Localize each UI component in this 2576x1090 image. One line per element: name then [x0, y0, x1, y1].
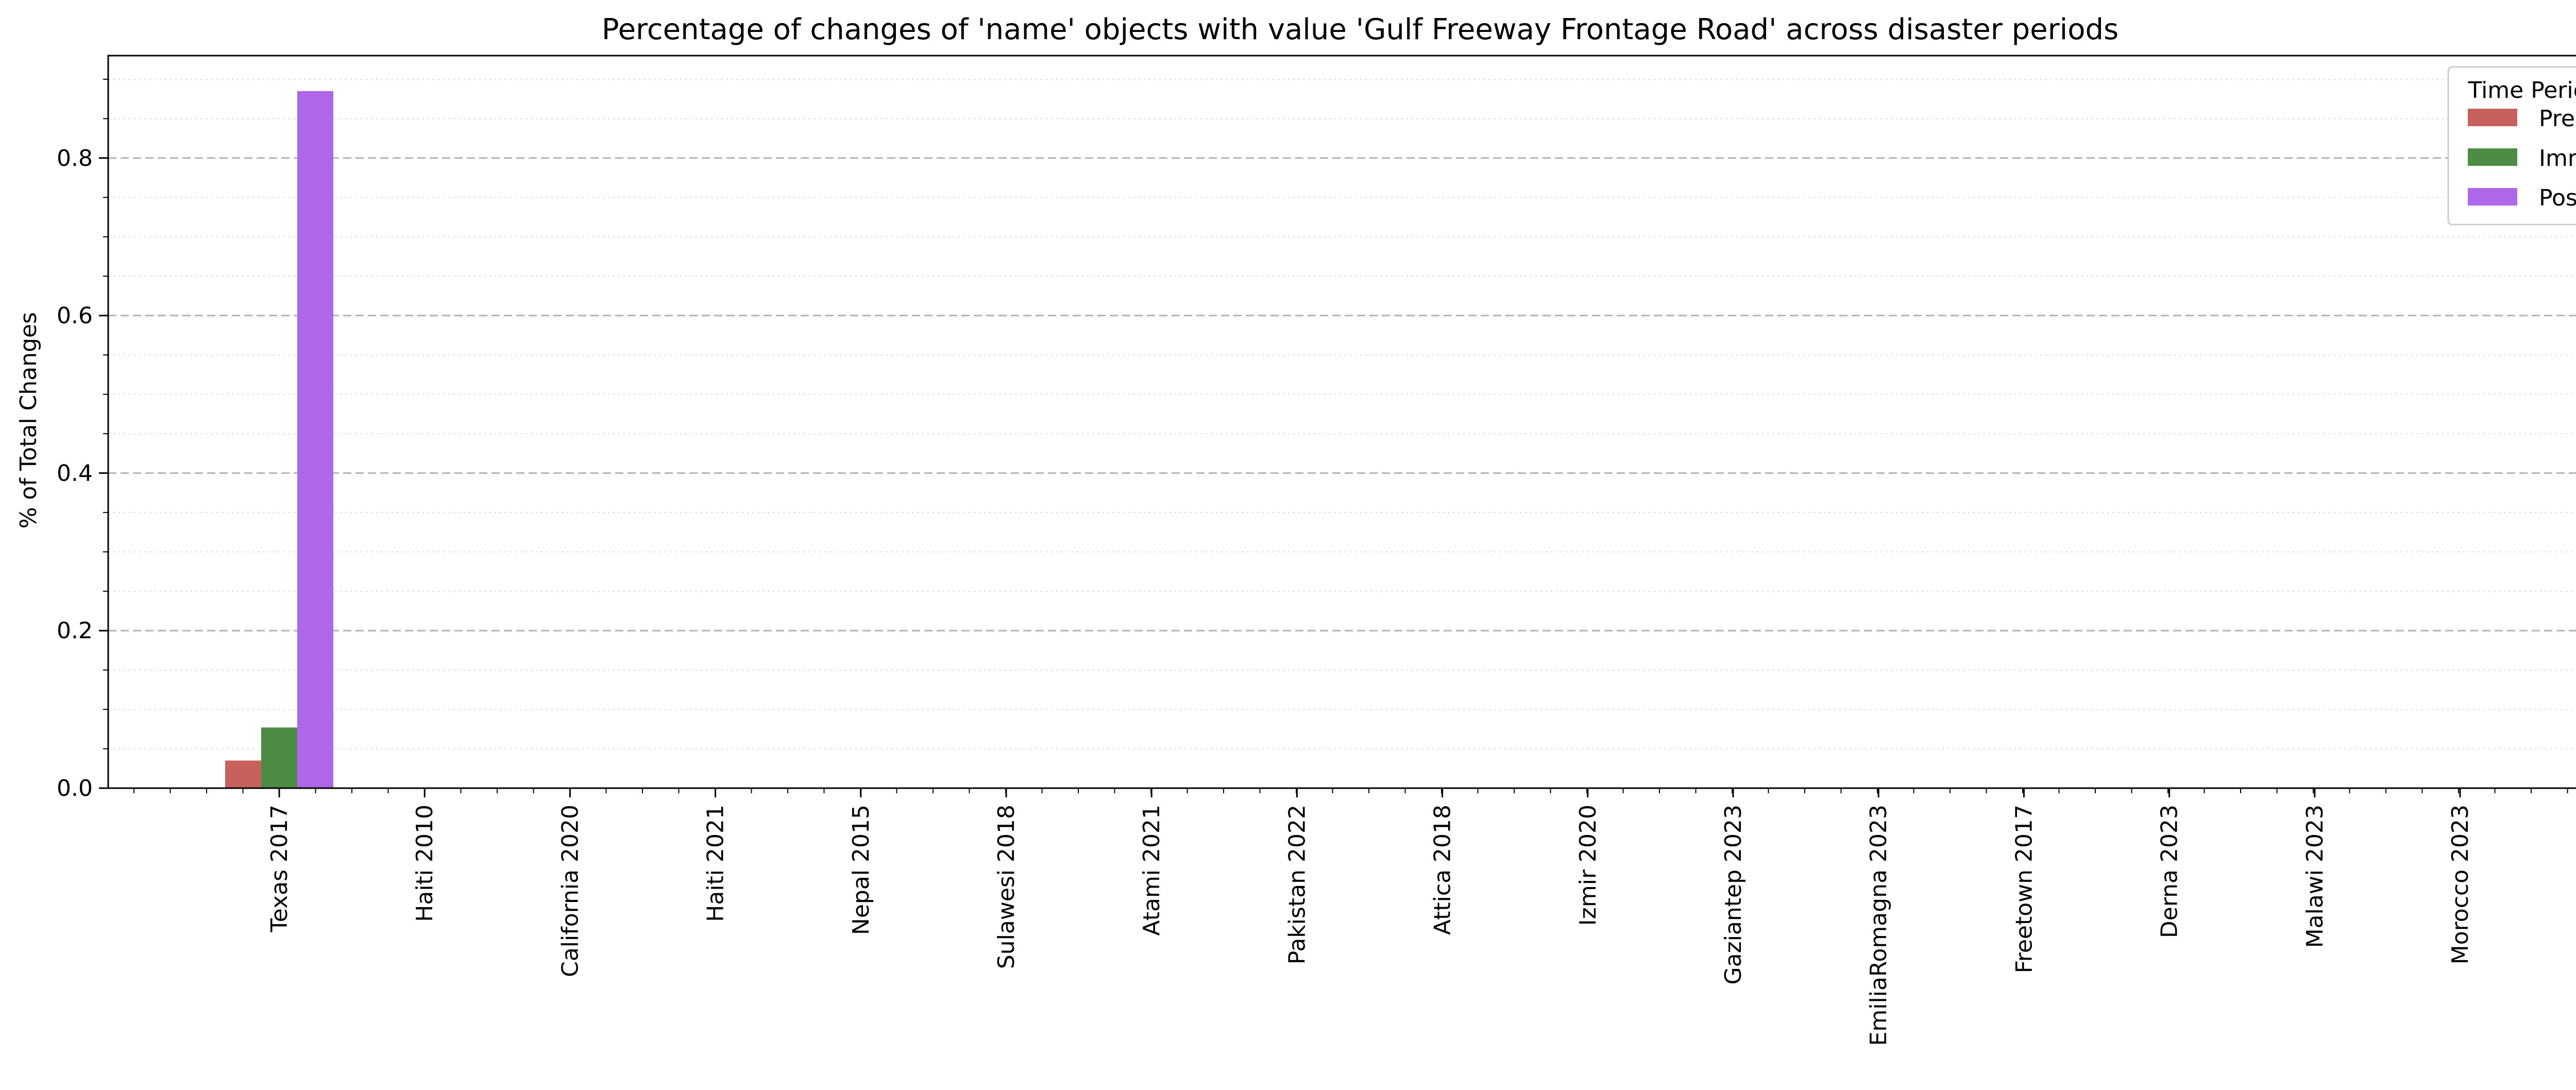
legend-frame	[2447, 66, 2576, 226]
chart-title: Percentage of changes of 'name' objects …	[602, 13, 2119, 46]
x-tick-label: Haiti 2021	[703, 805, 729, 922]
legend-label-pre: Pre	[2539, 106, 2575, 132]
legend-title: Time Period	[2468, 77, 2576, 104]
y-tick-label: 0.0	[57, 775, 93, 802]
x-axis-ticks: Texas 2017 Haiti 2010 California 2020 Haiti…	[133, 788, 2568, 1046]
x-tick-label: Freetown 2017	[2011, 805, 2037, 973]
legend-swatch-pre	[2468, 109, 2517, 126]
x-tick-label: Texas 2017	[266, 805, 293, 933]
plot-frame	[107, 55, 2576, 789]
bar-imm-0	[261, 727, 297, 788]
x-tick-label: Pakistan 2022	[1284, 805, 1310, 964]
legend-label-imm: Imm	[2539, 145, 2576, 172]
legend-label-post: Post	[2539, 185, 2576, 211]
y-tick-label: 0.4	[57, 460, 93, 486]
legend-swatch-post	[2468, 188, 2517, 206]
axes	[107, 55, 2576, 789]
bars	[225, 91, 333, 789]
x-tick-label: EmiliaRomagna 2023	[1866, 805, 1892, 1046]
x-tick-label: Gaziantep 2023	[1720, 805, 1747, 984]
x-tick-label: Malawi 2023	[2302, 805, 2328, 948]
y-tick-label: 0.8	[57, 145, 93, 172]
x-tick-label: Atami 2021	[1139, 805, 1165, 936]
x-tick-label: Morocco 2023	[2447, 805, 2473, 964]
legend: Time Period Pre Imm Post	[2447, 66, 2576, 226]
bar-pre-0	[225, 760, 261, 788]
y-tick-label: 0.6	[57, 303, 93, 329]
x-tick-label: Izmir 2020	[1575, 805, 1601, 926]
x-tick-label: Haiti 2010	[412, 805, 438, 922]
y-axis-ticks: 0.0 0.2 0.4 0.6 0.8	[57, 78, 108, 802]
y-tick-label: 0.2	[57, 618, 93, 644]
x-tick-label: Attica 2018	[1430, 805, 1456, 935]
x-tick-label: Nepal 2015	[848, 805, 874, 935]
y-axis-label: % of Total Changes	[15, 312, 42, 529]
bar-post-0	[297, 91, 333, 789]
x-tick-label: California 2020	[557, 805, 583, 977]
gridlines	[108, 78, 2576, 750]
x-tick-label: Sulawesi 2018	[993, 805, 1020, 969]
legend-swatch-imm	[2468, 148, 2517, 166]
x-tick-label: Derna 2023	[2157, 805, 2183, 938]
